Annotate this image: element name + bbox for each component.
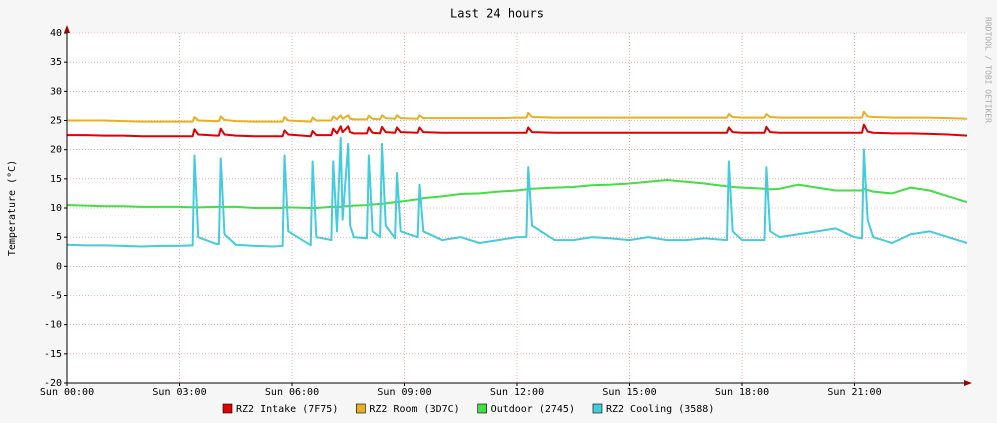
legend-label: RZ2 Intake (7F75) [236,404,338,415]
legend-swatch [222,403,233,414]
series-line [66,137,968,248]
legend-swatch [477,403,487,414]
x-tick-label: Sun 18:00 [715,387,769,398]
chart-title: Last 24 hours [450,7,544,21]
y-tick-label: 5 [56,232,62,243]
y-tick-label: 35 [50,57,62,68]
y-axis-label: Temperature (°C) [7,160,18,256]
y-tick-label: 30 [50,86,62,97]
y-tick-label: 20 [50,145,62,156]
y-tick-label: -15 [44,349,62,360]
x-axis-arrow [964,380,972,386]
x-tick-label: Sun 00:00 [40,387,94,398]
x-tick-label: Sun 12:00 [490,387,544,398]
y-tick-label: 40 [50,28,62,39]
y-tick-label: 25 [50,116,62,127]
legend-label: RZ2 Cooling (3588) [606,404,714,415]
legend-label: Outdoor (2745) [491,404,575,415]
series-line [66,179,968,209]
y-tick-label: -20 [44,378,62,389]
y-tick-label: 15 [50,174,62,185]
x-tick-label: Sun 15:00 [602,387,656,398]
x-tick-label: Sun 21:00 [827,387,881,398]
x-tick-label: Sun 09:00 [377,387,431,398]
y-axis-arrow [64,25,70,33]
legend-label: RZ2 Room (3D7C) [369,404,459,415]
x-tick-label: Sun 03:00 [152,387,206,398]
series-line [67,123,968,138]
y-tick-label: -10 [44,320,62,331]
watermark: RRDTOOL / TOBI OETIKER [984,17,993,123]
legend-swatch [592,403,603,414]
y-tick-label: 10 [50,203,62,214]
y-tick-label: 0 [56,261,62,272]
series-line [67,110,968,123]
x-tick-label: Sun 06:00 [265,387,319,398]
y-tick-label: -5 [50,291,62,302]
legend-swatch [356,403,366,414]
